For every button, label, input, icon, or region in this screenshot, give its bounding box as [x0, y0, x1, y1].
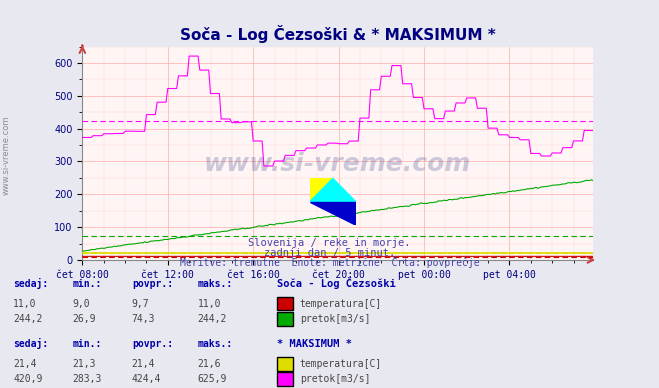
Text: 244,2: 244,2	[198, 314, 227, 324]
Text: Slovenija / reke in morje.: Slovenija / reke in morje.	[248, 238, 411, 248]
Text: zadnji dan / 5 minut.: zadnji dan / 5 minut.	[264, 248, 395, 258]
Title: Soča - Log Čezsoški & * MAKSIMUM *: Soča - Log Čezsoški & * MAKSIMUM *	[180, 24, 496, 43]
Text: temperatura[C]: temperatura[C]	[300, 298, 382, 308]
Text: min.:: min.:	[72, 339, 102, 349]
Text: 420,9: 420,9	[13, 374, 43, 384]
Polygon shape	[310, 178, 333, 202]
Text: 11,0: 11,0	[198, 298, 221, 308]
Text: povpr.:: povpr.:	[132, 339, 173, 349]
Polygon shape	[310, 202, 356, 225]
Text: 9,0: 9,0	[72, 298, 90, 308]
Text: www.si-vreme.com: www.si-vreme.com	[204, 152, 471, 176]
Text: 21,3: 21,3	[72, 359, 96, 369]
Text: pretok[m3/s]: pretok[m3/s]	[300, 374, 370, 384]
Text: pretok[m3/s]: pretok[m3/s]	[300, 314, 370, 324]
Text: 424,4: 424,4	[132, 374, 161, 384]
Text: 244,2: 244,2	[13, 314, 43, 324]
Text: 26,9: 26,9	[72, 314, 96, 324]
Text: 9,7: 9,7	[132, 298, 150, 308]
Text: povpr.:: povpr.:	[132, 279, 173, 289]
Text: 21,6: 21,6	[198, 359, 221, 369]
Text: 21,4: 21,4	[13, 359, 37, 369]
Text: 11,0: 11,0	[13, 298, 37, 308]
Text: 74,3: 74,3	[132, 314, 156, 324]
Text: www.si-vreme.com: www.si-vreme.com	[2, 116, 11, 195]
Text: sedaj:: sedaj:	[13, 338, 48, 349]
Text: temperatura[C]: temperatura[C]	[300, 359, 382, 369]
Text: 625,9: 625,9	[198, 374, 227, 384]
Text: * MAKSIMUM *: * MAKSIMUM *	[277, 339, 352, 349]
Text: 283,3: 283,3	[72, 374, 102, 384]
Text: maks.:: maks.:	[198, 339, 233, 349]
Polygon shape	[310, 178, 356, 202]
Text: Meritve: trenutne  Enote: metrične  Črta: povprečje: Meritve: trenutne Enote: metrične Črta: …	[180, 256, 479, 268]
Text: min.:: min.:	[72, 279, 102, 289]
Text: sedaj:: sedaj:	[13, 278, 48, 289]
Text: maks.:: maks.:	[198, 279, 233, 289]
Text: Soča - Log Čezsoški: Soča - Log Čezsoški	[277, 277, 395, 289]
Text: 21,4: 21,4	[132, 359, 156, 369]
